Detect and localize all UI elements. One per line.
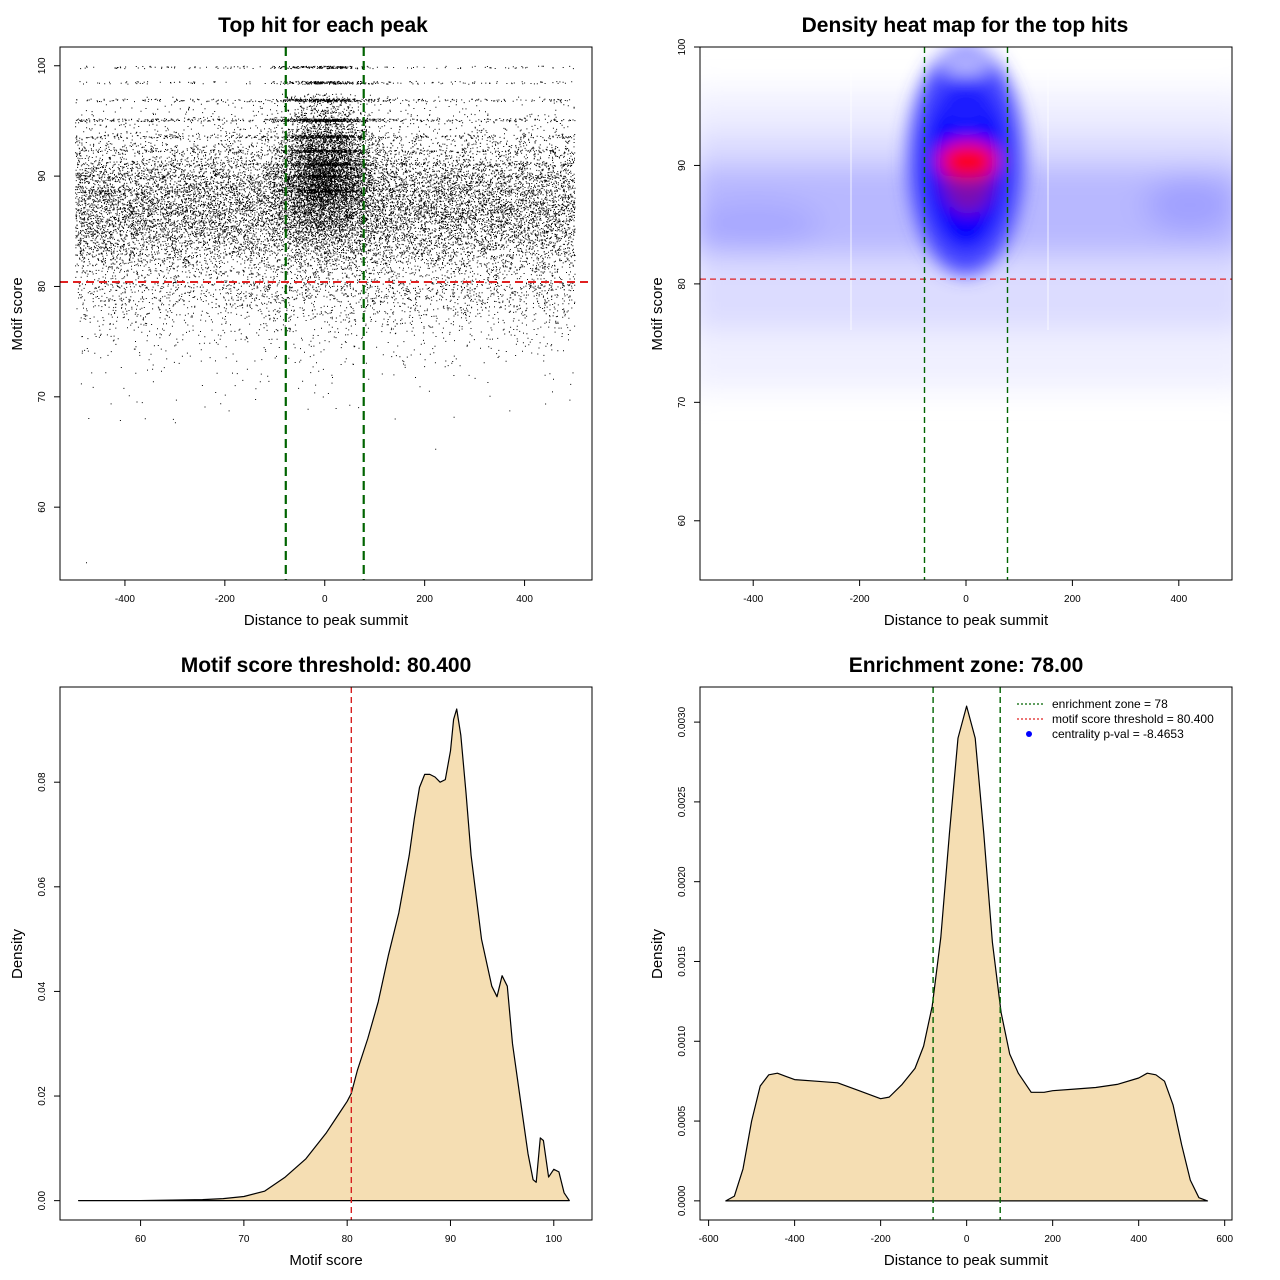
score-density-ytick-label: 0.08 xyxy=(37,772,48,792)
distance-density-ytick-label: 0.0000 xyxy=(677,1185,688,1216)
scatter-xtick-label: -200 xyxy=(215,594,235,605)
score-density-xtick-label: 60 xyxy=(135,1234,147,1245)
scatter-plot-frame xyxy=(59,46,593,581)
scatter-title: Top hit for each peak xyxy=(218,14,428,37)
legend: enrichment zone = 78 motif score thresho… xyxy=(1017,697,1214,741)
score-density-ylabel: Density xyxy=(9,928,26,979)
heatmap-ytick-label: 90 xyxy=(677,159,688,171)
scatter-xtick-label: 0 xyxy=(322,594,328,605)
heatmap-ytick-label: 100 xyxy=(677,38,688,55)
heatmap-hotspot xyxy=(938,142,998,178)
score-density-xtick-label: 80 xyxy=(342,1234,354,1245)
heatmap-right-lobe xyxy=(1145,177,1232,233)
distance-density-xtick-label: -400 xyxy=(785,1234,805,1245)
legend-zone-label: enrichment zone = 78 xyxy=(1052,697,1168,711)
heatmap-ytick-label: 80 xyxy=(677,278,688,290)
heatmap-xtick-label: -400 xyxy=(743,594,763,605)
heatmap-ytick-label: 70 xyxy=(677,396,688,408)
distance-density-xtick-label: 0 xyxy=(964,1234,970,1245)
score-density-ytick-label: 0.00 xyxy=(37,1190,48,1210)
distance-density-plot-frame xyxy=(699,686,1233,1221)
distance-density-xtick-label: 400 xyxy=(1130,1234,1147,1245)
score-density-plot-frame xyxy=(59,686,593,1221)
scatter-ytick-label: 80 xyxy=(37,280,48,292)
heatmap-xtick-label: 400 xyxy=(1170,594,1187,605)
heatmap-ytick-label: 60 xyxy=(677,515,688,527)
distance-density-curve xyxy=(725,705,1209,1202)
scatter-xlabel: Distance to peak summit xyxy=(244,612,409,629)
score-density-xtick-label: 100 xyxy=(545,1234,562,1245)
heatmap-xlabel: Distance to peak summit xyxy=(884,612,1049,629)
distance-density-ytick-label: 0.0005 xyxy=(677,1105,688,1136)
heatmap-xtick-label: -200 xyxy=(850,594,870,605)
distance-density-xtick-label: 200 xyxy=(1044,1234,1061,1245)
score-density-ytick-label: 0.04 xyxy=(37,981,48,1001)
scatter-xtick-label: -400 xyxy=(115,594,135,605)
score-density-xtick-label: 90 xyxy=(445,1234,457,1245)
score-density-title: Motif score threshold: 80.400 xyxy=(181,654,472,677)
score-density-ytick-label: 0.06 xyxy=(37,877,48,897)
distance-density-ytick-label: 0.0020 xyxy=(677,866,688,897)
scatter-ytick-label: 70 xyxy=(37,391,48,403)
distance-density-ytick-label: 0.0025 xyxy=(677,786,688,817)
scatter-point-cloud xyxy=(75,65,576,564)
scatter-ylabel: Motif score xyxy=(9,277,26,350)
distance-density-ytick-label: 0.0015 xyxy=(677,946,688,977)
score-density-xtick-label: 70 xyxy=(238,1234,250,1245)
distance-density-title: Enrichment zone: 78.00 xyxy=(849,654,1084,677)
legend-pval-label: centrality p-val = -8.4653 xyxy=(1052,727,1184,741)
heatmap-upper-lobe xyxy=(936,83,996,127)
distance-density-ylabel: Density xyxy=(649,928,666,979)
heatmap-title: Density heat map for the top hits xyxy=(802,14,1129,37)
heatmap-left-lobe xyxy=(700,200,820,250)
score-density-curve xyxy=(78,708,570,1202)
heatmap-ylabel: Motif score xyxy=(649,277,666,350)
distance-density-xlabel: Distance to peak summit xyxy=(884,1252,1049,1269)
score-density-xlabel: Motif score xyxy=(289,1252,362,1269)
distance-density-xtick-label: -600 xyxy=(699,1234,719,1245)
heatmap-xtick-label: 200 xyxy=(1064,594,1081,605)
scatter-ytick-label: 100 xyxy=(37,57,48,74)
distance-density-xtick-label: 600 xyxy=(1216,1234,1233,1245)
distance-density-panel: Enrichment zone: 78.00 -600 -400 -200 0 200 4… xyxy=(649,654,1233,1269)
heatmap-xtick-label: 0 xyxy=(963,594,969,605)
legend-threshold-label: motif score threshold = 80.400 xyxy=(1052,712,1214,726)
distance-density-ytick-label: 0.0030 xyxy=(677,706,688,737)
scatter-points xyxy=(75,65,576,564)
scatter-ytick-label: 90 xyxy=(37,170,48,182)
scatter-xtick-label: 200 xyxy=(416,594,433,605)
legend-pval-dot xyxy=(1026,731,1032,737)
score-density-panel: Motif score threshold: 80.400 60 70 80 90 10… xyxy=(9,654,593,1269)
scatter-ytick-label: 60 xyxy=(37,501,48,513)
heatmap-panel: Density heat map for the top hits xyxy=(649,14,1233,629)
distance-density-ytick-label: 0.0010 xyxy=(677,1026,688,1057)
distance-density-xtick-label: -200 xyxy=(871,1234,891,1245)
heatmap-top-blob xyxy=(942,55,990,75)
scatter-panel: Top hit for each peak -400 -200 0 200 400 60 7… xyxy=(9,14,593,629)
score-density-ytick-label: 0.02 xyxy=(37,1086,48,1106)
heatmap-density xyxy=(700,47,1232,580)
scatter-xtick-label: 400 xyxy=(516,594,533,605)
